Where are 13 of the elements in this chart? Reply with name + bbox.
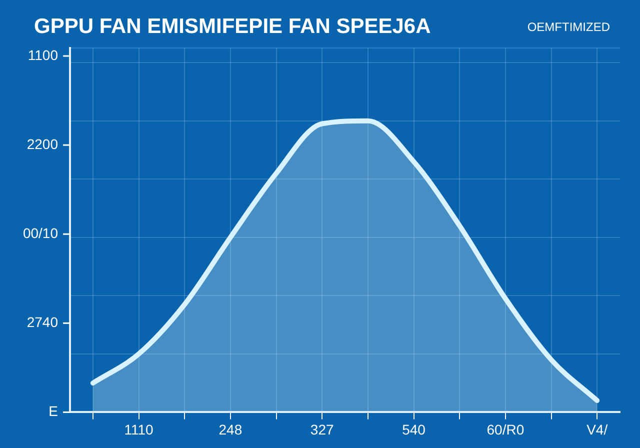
text: OEMFTIMIZED <box>527 20 610 34</box>
x-tick-label: 327 <box>310 421 334 438</box>
x-tick-label: 248 <box>218 421 242 438</box>
text: 00/10 <box>22 224 58 241</box>
text: 1100 <box>28 46 58 63</box>
x-tick-label: 1110 <box>124 421 154 438</box>
text: 2200 <box>26 136 58 152</box>
x-tick-label: V4/ <box>586 421 608 438</box>
x-tick-label: 60/R0 <box>486 421 524 438</box>
chart-title: GPPU FAN EMISMIFEPIE FAN SPEEJ6A <box>34 15 431 39</box>
text: E <box>48 403 58 420</box>
text: 2740 <box>26 314 58 330</box>
x-tick-label: 540 <box>402 421 426 438</box>
